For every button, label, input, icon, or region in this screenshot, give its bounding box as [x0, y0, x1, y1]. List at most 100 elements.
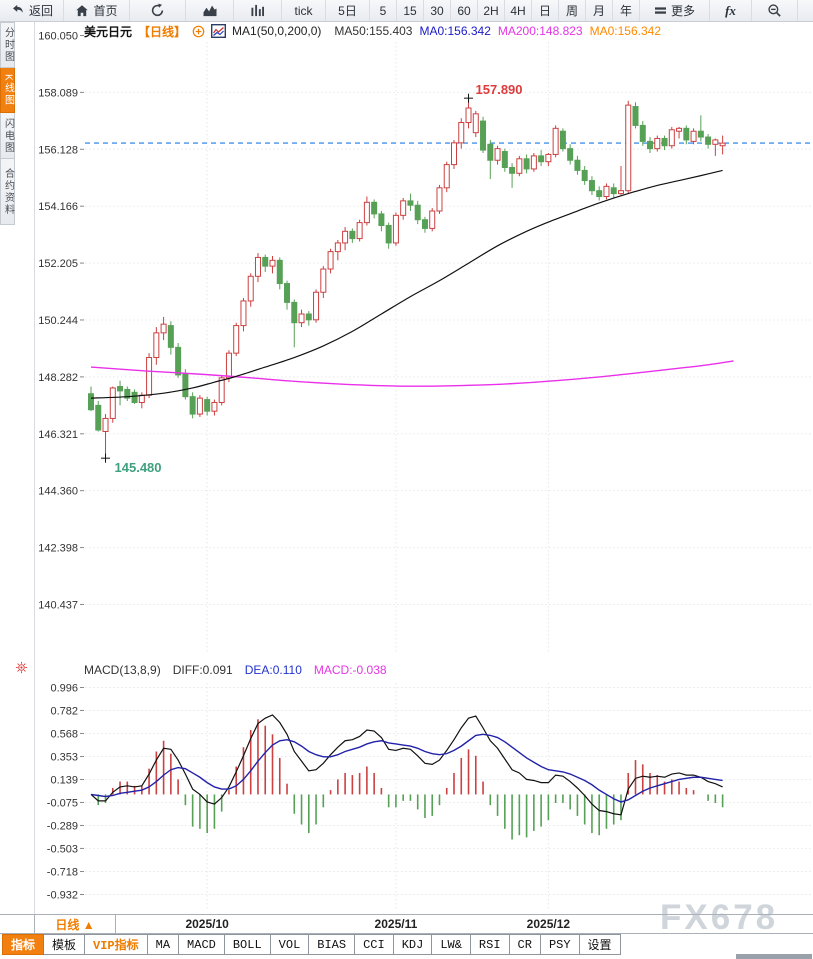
- svg-text:0.568: 0.568: [50, 728, 78, 740]
- tab-kline-chart-label: K线图: [2, 73, 14, 107]
- tab-time-chart[interactable]: 分时图: [0, 22, 15, 68]
- svg-text:157.890: 157.890: [476, 82, 523, 97]
- chart-legend: 美元日元 【日线】 MA1(50,0,200,0) MA50:155.403 MA0…: [84, 23, 661, 39]
- macd-value-2: MACD:-0.038: [313, 663, 387, 677]
- volume-bars-button[interactable]: [234, 0, 282, 21]
- tab-cr[interactable]: CR: [509, 934, 541, 955]
- tab-cci-label: CCI: [363, 937, 385, 952]
- ma200-line: [90, 360, 734, 387]
- period-week-button[interactable]: 周: [559, 0, 586, 21]
- tab-kdj-label: KDJ: [401, 937, 424, 952]
- low-annotation: 145.480: [101, 453, 162, 475]
- period-selector-label: 日线 ▲: [55, 917, 95, 932]
- zoom-out-button[interactable]: [752, 0, 798, 21]
- period-15-button-label: 15: [403, 3, 417, 18]
- tab-ma[interactable]: MA: [147, 934, 180, 955]
- ma-value-2: MA200:148.823: [497, 24, 583, 38]
- period-60-button[interactable]: 60: [451, 0, 478, 21]
- tick-button-label: tick: [294, 3, 313, 18]
- refresh-button[interactable]: [130, 0, 186, 21]
- tick-button[interactable]: tick: [282, 0, 326, 21]
- svg-text:152.205: 152.205: [38, 258, 78, 270]
- more-button[interactable]: 更多: [640, 0, 710, 21]
- tab-lightning-chart[interactable]: 闪电图: [0, 113, 15, 159]
- tab-indicators-label: 指标: [11, 939, 36, 953]
- svg-text:0.353: 0.353: [50, 752, 78, 764]
- svg-text:145.480: 145.480: [115, 460, 162, 475]
- volume-bars-icon: [250, 4, 265, 17]
- area-chart-button[interactable]: [186, 0, 234, 21]
- svg-text:-0.932: -0.932: [47, 889, 78, 901]
- tab-psy[interactable]: PSY: [540, 934, 580, 955]
- ma-values: MA50:155.403 MA0:156.342 MA200:148.823 MA0:…: [327, 24, 661, 38]
- period-2h-button-label: 2H: [483, 3, 499, 18]
- x-axis-row: 日线 ▲ 2025/10 2025/11 2025/12: [0, 914, 813, 934]
- symbol-title: 美元日元: [84, 24, 133, 39]
- tab-vip-indicators-label: VIP指标: [93, 939, 139, 953]
- svg-text:-0.503: -0.503: [47, 843, 78, 855]
- period-5d-button[interactable]: 5日: [326, 0, 370, 21]
- top-toolbar: 返回 首页 tick 5日 5 15 30 60 2H 4H 日周月年 更多 fx: [0, 0, 813, 22]
- period-4h-button[interactable]: 4H: [505, 0, 532, 21]
- period-month-button[interactable]: 月: [586, 0, 613, 21]
- back-button[interactable]: 返回: [0, 0, 64, 21]
- tab-boll[interactable]: BOLL: [224, 934, 271, 955]
- home-icon: [75, 4, 89, 18]
- ma-value-0: MA50:155.403: [334, 24, 413, 38]
- tab-indicators[interactable]: 指标: [2, 934, 45, 955]
- macd-value-0: DIFF:0.091: [172, 663, 233, 677]
- tab-settings[interactable]: 设置: [579, 934, 621, 955]
- period-5-button[interactable]: 5: [370, 0, 397, 21]
- price-axis: 160.050 158.089 156.128 154.166 152.205 150.2…: [38, 31, 811, 611]
- period-15-button[interactable]: 15: [397, 0, 424, 21]
- tab-lw[interactable]: LW&: [432, 934, 471, 955]
- ma-value-1: MA0:156.342: [419, 24, 491, 38]
- ma-settings-label: MA1(50,0,200,0): [232, 24, 322, 38]
- svg-text:140.437: 140.437: [38, 599, 78, 611]
- x-axis-label-1: 2025/11: [374, 917, 418, 931]
- tab-lw-label: LW&: [440, 937, 462, 952]
- ma-value-3: MA0:156.342: [589, 24, 661, 38]
- period-year-button[interactable]: 年: [613, 0, 640, 21]
- indicator-tabs: 指标 模板 VIP指标 MA MACD BOLL VOL BIAS CCI KDJ LW& RSI CR…: [0, 934, 813, 955]
- period-4h-button-label: 4H: [510, 3, 526, 18]
- svg-text:-0.718: -0.718: [47, 867, 78, 879]
- fx-button[interactable]: fx: [710, 0, 752, 21]
- period-30-button[interactable]: 30: [424, 0, 451, 21]
- period-selector-button[interactable]: 日线 ▲: [34, 915, 116, 933]
- tab-kdj[interactable]: KDJ: [393, 934, 433, 955]
- tab-cr-label: CR: [517, 937, 532, 952]
- tab-cci[interactable]: CCI: [355, 934, 394, 955]
- home-button[interactable]: 首页: [64, 0, 130, 21]
- tab-rsi-label: RSI: [478, 937, 501, 952]
- macd-settings-icon[interactable]: [15, 661, 28, 679]
- macd-histogram: [97, 719, 724, 840]
- chart-style-icon[interactable]: [211, 24, 227, 38]
- chart-type-sidebar: 分时图 K线图闪电图合约资料: [0, 22, 15, 225]
- menu-icon: [654, 5, 667, 16]
- tab-ma-label: MA: [155, 937, 171, 952]
- tab-settings-label: 设置: [587, 939, 612, 953]
- tab-kline-chart[interactable]: K线图: [0, 68, 15, 113]
- svg-text:158.089: 158.089: [38, 87, 78, 99]
- period-2h-button[interactable]: 2H: [478, 0, 505, 21]
- tab-bias[interactable]: BIAS: [309, 934, 356, 955]
- period-day-button[interactable]: 日: [532, 0, 559, 21]
- back-button-label: 返回: [28, 4, 53, 18]
- refresh-icon: [150, 3, 165, 18]
- add-symbol-icon[interactable]: [192, 25, 205, 38]
- home-button-label: 首页: [93, 4, 118, 18]
- tab-macd[interactable]: MACD: [179, 934, 225, 955]
- horizontal-scrollbar-thumb[interactable]: [736, 954, 812, 959]
- tab-rsi[interactable]: RSI: [470, 934, 510, 955]
- tab-vol[interactable]: VOL: [270, 934, 310, 955]
- tab-templates[interactable]: 模板: [44, 934, 86, 955]
- period-label: 【日线】: [138, 24, 187, 39]
- svg-text:160.050: 160.050: [38, 31, 78, 43]
- x-axis-label-2: 2025/12: [526, 917, 571, 931]
- tab-contract-info[interactable]: 合约资料: [0, 159, 15, 225]
- tab-contract-info-label: 合约资料: [2, 167, 14, 216]
- tab-vip-indicators[interactable]: VIP指标: [85, 934, 148, 955]
- back-arrow-icon: [10, 3, 25, 18]
